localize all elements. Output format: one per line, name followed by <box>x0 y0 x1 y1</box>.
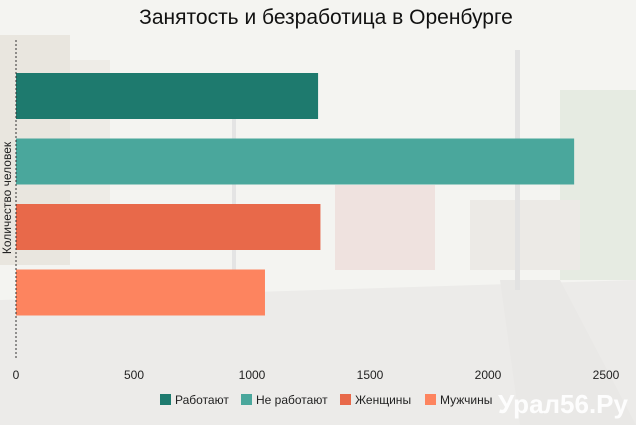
legend-swatch <box>241 394 252 405</box>
legend-swatch <box>160 394 171 405</box>
bar-4 <box>16 269 265 316</box>
x-tick-label: 0 <box>13 368 20 382</box>
legend-item: Не работают <box>241 393 328 407</box>
x-tick-label: 2000 <box>475 368 502 382</box>
legend-item: Женщины <box>340 393 411 407</box>
x-tick-label: 500 <box>124 368 144 382</box>
y-axis-label: Количество человек <box>0 141 14 254</box>
x-tick-label: 1000 <box>239 368 266 382</box>
legend-item: Мужчины <box>425 393 492 407</box>
bar-1 <box>16 73 319 119</box>
legend-swatch <box>425 394 436 405</box>
legend-item: Работают <box>160 393 229 407</box>
x-tick-label: 2500 <box>593 368 620 382</box>
chart-title: Занятость и безработица в Оренбурге <box>139 6 513 29</box>
bar-2 <box>16 138 575 185</box>
legend-label: Мужчины <box>440 393 492 407</box>
bar-3 <box>16 204 321 250</box>
watermark: Урал56.Ру <box>498 389 629 419</box>
legend-swatch <box>340 394 351 405</box>
legend-label: Женщины <box>355 393 411 407</box>
x-tick-label: 1500 <box>357 368 384 382</box>
legend-label: Не работают <box>256 393 328 407</box>
legend-label: Работают <box>175 393 229 407</box>
